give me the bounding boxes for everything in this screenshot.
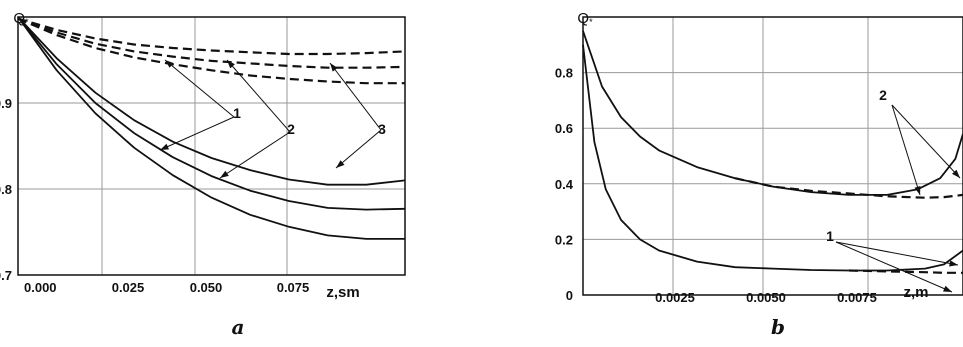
panel-b-ylabel: Q* [577, 10, 593, 27]
panel-a-annotation-arrow [335, 129, 382, 169]
panel-a-series-dashed-1 [17, 17, 406, 56]
panel-a-series-dashed-3 [17, 17, 405, 85]
panel-a-xtick-label: 0.050 [190, 280, 223, 295]
panel-b-panel-label: b [771, 315, 785, 339]
panel-b-annotation-arrow [891, 104, 961, 179]
panel-a-ytick-label: 0.8 [0, 182, 12, 197]
panel-b-annotation-label: 2 [879, 87, 887, 103]
panel-a-series-dashed-2 [17, 17, 406, 69]
panel-b-annotation-arrow [835, 241, 953, 293]
panel-b-series-solid-2 [582, 30, 963, 196]
panel-a-annotation-arrow [226, 59, 291, 133]
panel-a-arrowhead [165, 60, 174, 68]
panel-a-annotation-arrow [219, 131, 291, 179]
panel-a-annotation-label: 1 [233, 105, 241, 121]
panel-a-arrowhead [160, 143, 169, 150]
panel-a-xtick-label: 0.075 [277, 280, 310, 295]
panel-b-ytick-label: 0.8 [555, 66, 573, 81]
panel-a-arrowhead [220, 170, 229, 178]
panel-b-ytick-label: 0 [566, 288, 573, 303]
panel-b-ytick-label: 0.2 [555, 232, 573, 247]
panel-b-xlabel: z,m [903, 284, 928, 301]
panel-a-ytick-label: 0.7 [0, 268, 12, 283]
panel-b-annotation-label: 1 [826, 228, 834, 244]
panel-a-annotation-arrow [329, 62, 382, 131]
panel-a-panel-label: a [232, 315, 245, 339]
panel-b-xtick-label: 0.0025 [655, 290, 695, 305]
panel-a-annotation-label: 3 [378, 121, 386, 137]
panel-b-arrowhead [952, 169, 960, 178]
panel-a-series-solid-3 [17, 16, 405, 240]
panel-a-series-solid-2 [17, 16, 406, 211]
panel-a-ytick-label: 0.9 [0, 96, 12, 111]
panel-b-arrowhead [949, 260, 958, 267]
panel-b-xtick-label: 0.0050 [746, 290, 786, 305]
panel-b-arrowhead [943, 285, 952, 292]
panel-a-annotation-arrow [164, 59, 235, 118]
panel-b-series-solid-1 [582, 44, 963, 272]
panel-a-arrowhead [227, 60, 235, 69]
panel-a-xlabel: z,sm [326, 284, 359, 301]
panel-b-annotation-arrow [891, 104, 921, 196]
panel-b-annotation-arrow [835, 241, 959, 266]
panel-b-xtick-label: 0.0075 [837, 290, 877, 305]
panel-a-arrowhead [330, 63, 338, 72]
panel-b-ytick-label: 0.6 [555, 121, 573, 136]
panel-a-plot-frame [17, 16, 406, 276]
panel-b-plot-frame [582, 16, 963, 296]
panel-a-annotation-arrow [159, 116, 235, 151]
panel-a-xtick-label: 0.000 [24, 280, 57, 295]
panel-b-series-dashed-2 [734, 177, 963, 199]
panel-a-series-solid-1 [17, 16, 406, 186]
panel-a-arrowhead [336, 160, 345, 168]
panel-b-arrowhead [914, 186, 921, 195]
panel-b-series-dashed-1 [848, 269, 963, 274]
panel-b-ytick-label: 0.4 [555, 177, 574, 192]
panel-a-annotation-label: 2 [287, 121, 295, 137]
panel-a-xtick-label: 0.025 [112, 280, 145, 295]
